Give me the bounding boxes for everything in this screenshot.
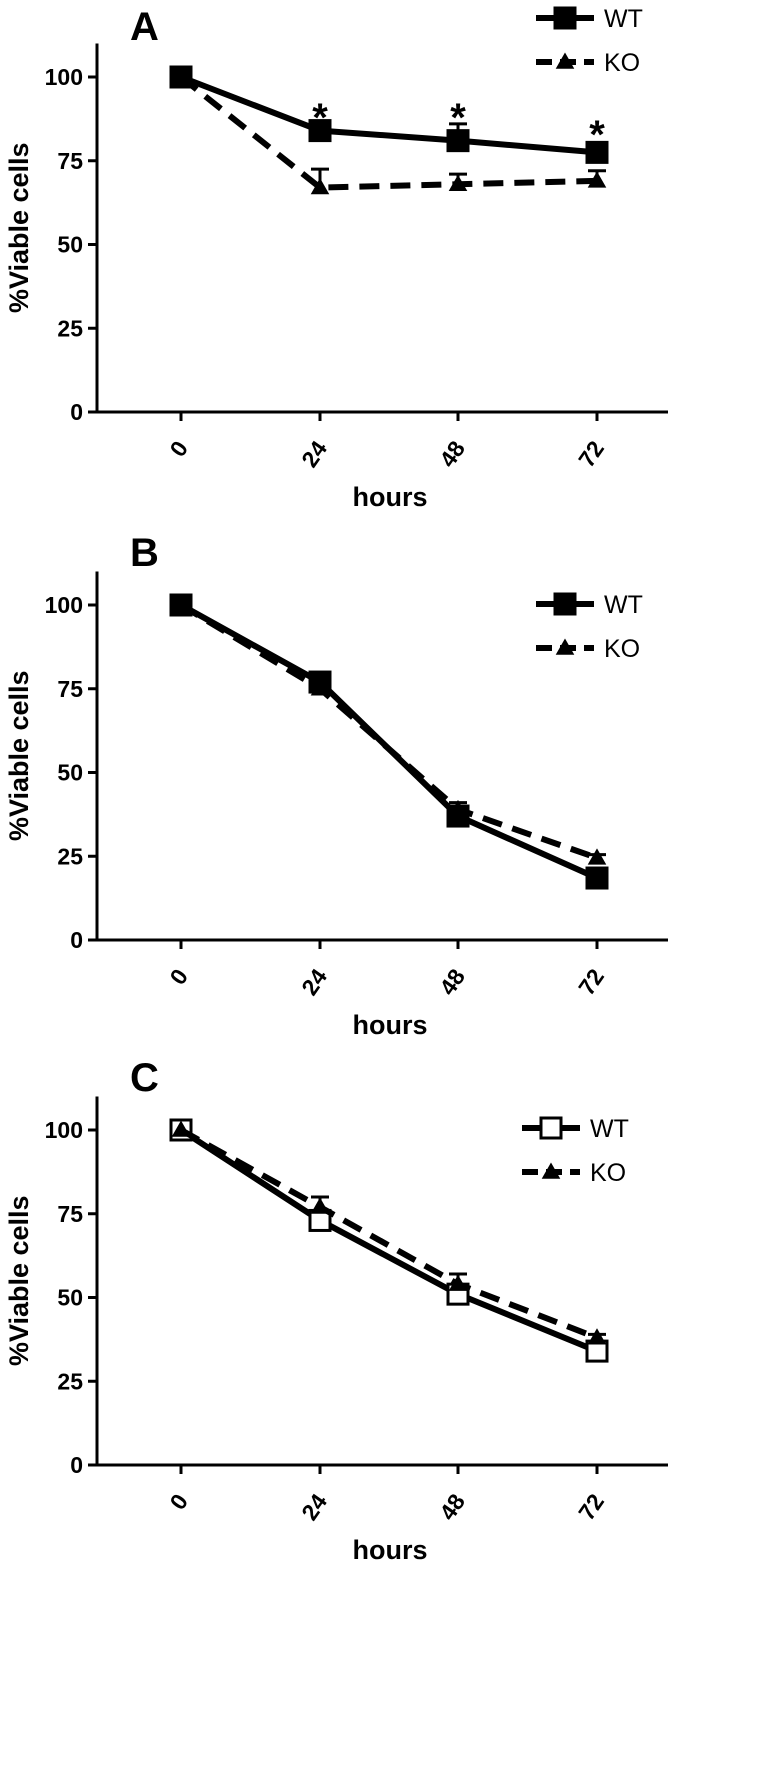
x-axis-title: hours: [352, 1010, 427, 1040]
data-point-triangle: [171, 595, 191, 612]
y-tick-label: 25: [57, 1368, 83, 1394]
y-tick-label: 50: [57, 760, 83, 786]
data-point-triangle: [310, 679, 330, 696]
significance-star: *: [589, 113, 605, 157]
series-ko: [171, 595, 607, 865]
series-wt: [169, 65, 609, 164]
x-tick-label: 24: [296, 1489, 332, 1525]
panel-a: A 0 25 50 75 100 0 24 48 72 %Viable cells hours * * * W…: [4, 5, 668, 512]
y-tick-label: 100: [45, 1117, 83, 1143]
y-tick-label: 75: [57, 1201, 83, 1227]
legend-label: WT: [604, 5, 643, 33]
y-tick-label: 75: [57, 148, 83, 174]
x-tick-label: 48: [434, 1489, 470, 1525]
y-tick-label: 50: [57, 1285, 83, 1311]
panel-label: C: [130, 1056, 159, 1100]
x-tick-label: 72: [573, 964, 609, 1000]
series-wt: [169, 1118, 609, 1363]
x-axis-title: hours: [352, 482, 427, 512]
x-tick-label: 72: [573, 436, 609, 472]
legend-label: KO: [590, 1159, 626, 1187]
x-tick-label: 72: [573, 1489, 609, 1525]
data-point-square: [585, 866, 609, 890]
x-axis-title: hours: [352, 1535, 427, 1565]
data-point-triangle: [448, 1274, 468, 1291]
y-axis-title: %Viable cells: [4, 1195, 34, 1366]
axes: 0 25 50 75 100 0 24 48 72: [45, 571, 668, 1000]
data-point-triangle: [587, 848, 607, 865]
data-point-triangle: [448, 174, 468, 191]
data-point-triangle: [310, 1197, 330, 1214]
legend: WT KO: [536, 5, 643, 77]
x-tick-label: 48: [434, 436, 470, 472]
series-line: [179, 74, 598, 156]
y-tick-label: 25: [57, 315, 83, 341]
y-tick-label: 0: [70, 399, 83, 425]
y-tick-label: 100: [45, 592, 83, 618]
legend-label: KO: [604, 49, 640, 77]
legend-marker-triangle: [541, 1162, 561, 1179]
legend-label: WT: [604, 591, 643, 619]
panel-label: B: [130, 531, 159, 575]
y-axis-title: %Viable cells: [4, 142, 34, 313]
series-line: [179, 1127, 599, 1341]
legend: WT KO: [522, 1115, 629, 1187]
series-line: [179, 602, 598, 861]
data-point-triangle: [171, 1120, 191, 1137]
legend-marker-square: [539, 1116, 563, 1140]
panel-c: C 0 25 50 75 100 0 24 48 72 %Viable cells hours WT KO: [4, 1056, 668, 1565]
y-axis-title: %Viable cells: [4, 670, 34, 841]
data-point-square: [308, 119, 332, 143]
x-tick-label: 48: [434, 964, 470, 1000]
panel-b: B 0 25 50 75 100 0 24 48 72 %Viable cells hours WT KO: [4, 531, 668, 1040]
data-point-square: [446, 129, 470, 153]
axes: 0 25 50 75 100 0 24 48 72: [45, 43, 668, 472]
legend-label: KO: [604, 635, 640, 663]
legend-marker-square: [553, 592, 577, 616]
legend-marker-square: [553, 6, 577, 30]
series-ko: [171, 67, 607, 195]
data-point-triangle: [587, 171, 607, 188]
legend-marker-triangle: [555, 52, 575, 69]
panel-label: A: [130, 5, 159, 49]
data-point-triangle: [587, 1328, 607, 1345]
legend-marker-triangle: [555, 638, 575, 655]
y-tick-label: 0: [70, 927, 83, 953]
y-tick-label: 25: [57, 843, 83, 869]
legend: WT KO: [536, 591, 643, 663]
data-point-triangle: [310, 178, 330, 195]
data-point-triangle: [171, 67, 191, 84]
x-tick-label: 24: [296, 964, 332, 1000]
series-line: [179, 1127, 599, 1354]
y-tick-label: 0: [70, 1452, 83, 1478]
y-tick-label: 50: [57, 232, 83, 258]
data-point-triangle: [448, 799, 468, 817]
axes: 0 25 50 75 100 0 24 48 72: [45, 1096, 668, 1525]
series-ko: [171, 1120, 607, 1345]
x-tick-label: 0: [164, 1489, 193, 1514]
significance-star: *: [450, 96, 466, 140]
x-tick-label: 0: [164, 964, 193, 989]
x-tick-label: 24: [296, 436, 332, 472]
data-point-square: [585, 140, 609, 164]
y-tick-label: 75: [57, 676, 83, 702]
y-tick-label: 100: [45, 64, 83, 90]
legend-label: WT: [590, 1115, 629, 1143]
series-line: [179, 74, 598, 191]
x-tick-label: 0: [164, 436, 193, 461]
significance-star: *: [312, 96, 328, 140]
